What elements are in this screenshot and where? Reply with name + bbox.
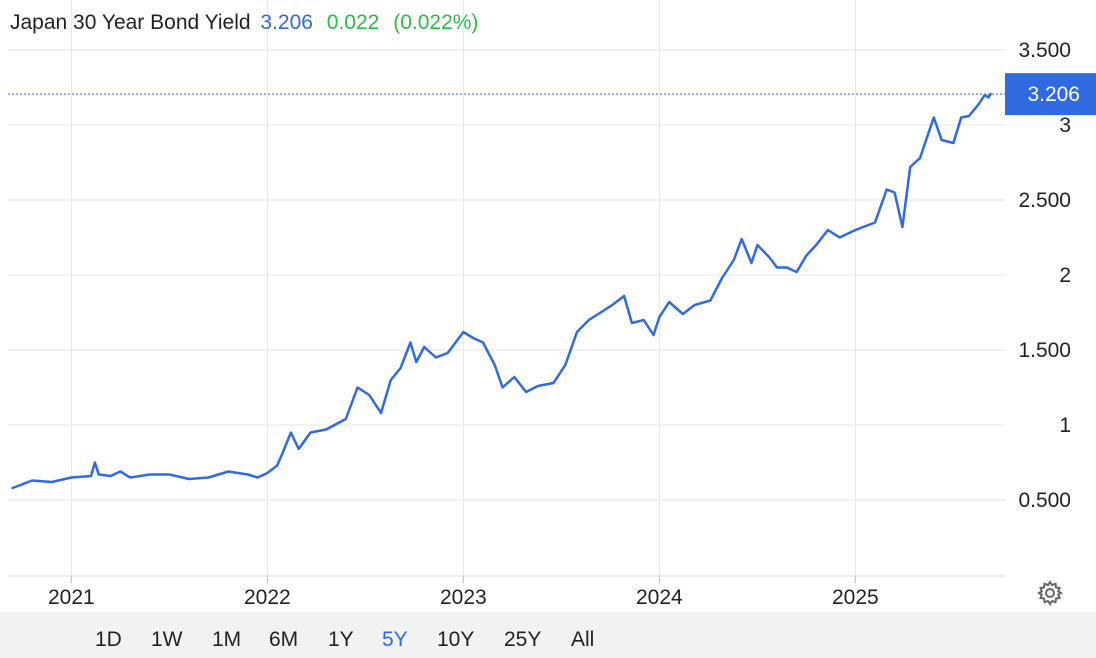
- x-tick-label: 2023: [440, 586, 487, 609]
- chart-title: Japan 30 Year Bond Yield: [10, 11, 251, 34]
- range-button-5y[interactable]: 5Y: [382, 628, 408, 651]
- series-line: [11, 92, 992, 490]
- current-price: 3.206: [260, 11, 313, 34]
- y-tick-label: 3: [1059, 114, 1071, 137]
- y-axis: 3.500 3 2.500 2 1.500 1 0.500: [1018, 39, 1071, 512]
- x-axis: 2021 2022 2023 2024 2025: [48, 576, 879, 609]
- y-tick-label: 1.500: [1018, 339, 1071, 362]
- x-tick-label: 2024: [636, 586, 683, 609]
- x-tick-label: 2022: [244, 586, 291, 609]
- price-change-percent: (0.022%): [393, 11, 479, 34]
- range-button-25y[interactable]: 25Y: [504, 628, 542, 651]
- range-selector-bar: 1D 1W 1M 6M 1Y 5Y 10Y 25Y All: [0, 612, 1096, 658]
- y-tick-label: 3.500: [1018, 39, 1071, 62]
- y-tick-label: 0.500: [1018, 489, 1071, 512]
- range-button-1d[interactable]: 1D: [95, 628, 122, 651]
- y-tick-label: 1: [1059, 414, 1071, 437]
- price-change: 0.022: [326, 11, 380, 34]
- last-value-tag: 3.206: [1005, 73, 1096, 116]
- range-button-all[interactable]: All: [571, 628, 595, 651]
- y-tick-label: 2.500: [1018, 189, 1071, 212]
- y-tick-label: 2: [1059, 264, 1071, 287]
- last-value-label: 3.206: [1027, 83, 1080, 106]
- gear-icon[interactable]: [1036, 580, 1064, 606]
- range-button-10y[interactable]: 10Y: [437, 628, 475, 651]
- horizontal-gridlines: [8, 49, 1005, 501]
- last-value-tag-bg: [1005, 73, 1096, 116]
- range-button-1w[interactable]: 1W: [151, 628, 183, 651]
- chart-header: Japan 30 Year Bond Yield 3.206 0.022 (0.…: [10, 9, 486, 37]
- range-button-6m[interactable]: 6M: [269, 628, 299, 651]
- range-button-1y[interactable]: 1Y: [328, 628, 354, 651]
- range-button-1m[interactable]: 1M: [212, 628, 242, 651]
- x-tick-label: 2025: [832, 586, 879, 609]
- x-tick-label: 2021: [48, 586, 95, 609]
- vertical-gridlines: [70, 0, 856, 576]
- chart-canvas: 2021 2022 2023 2024 2025 3.500 3 2.500 2 1.500 1 0…: [8, 0, 1096, 609]
